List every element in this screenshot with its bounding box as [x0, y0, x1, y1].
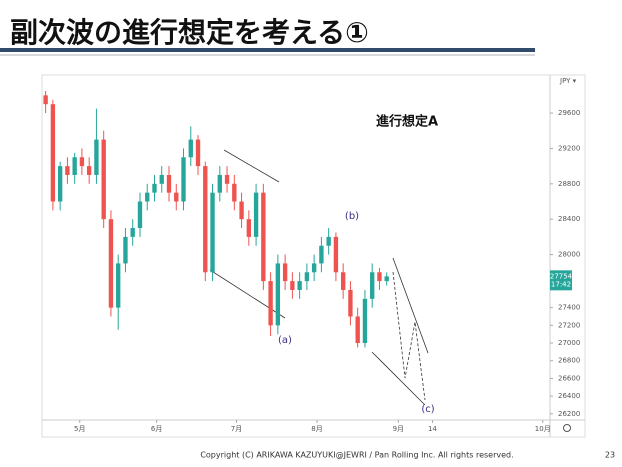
candle-body [311, 263, 317, 273]
chart-frame [41, 74, 586, 438]
title-underline [0, 48, 535, 52]
y-tick-label: 28800 [558, 180, 580, 188]
last-price: 27754 [550, 272, 573, 280]
footer: Copyright (C) ARIKAWA KAZUYUKI@JEWRI / P… [200, 451, 513, 460]
candle-body [268, 281, 273, 326]
candle-body [232, 183, 237, 202]
candle-body [50, 104, 56, 202]
candle-body [362, 298, 368, 344]
wave-label: (b) [345, 211, 359, 222]
candle-body [282, 263, 288, 282]
candle-body [297, 281, 302, 290]
y-tick-label: 26200 [558, 410, 580, 418]
y-tick-label: 28400 [558, 215, 580, 223]
candle-body [137, 201, 143, 229]
candle-body [304, 272, 310, 282]
wave-lines [209, 149, 429, 406]
candle-body [65, 166, 70, 175]
y-tick-label: 27400 [558, 304, 580, 312]
candle-body [116, 263, 121, 308]
candle-body [174, 192, 179, 202]
y-tick-label: 26800 [558, 357, 580, 365]
slide-title: 副次波の進行想定を考える① [10, 16, 369, 49]
candle-body [188, 139, 193, 158]
candle-body [333, 236, 339, 273]
candle-body [275, 263, 281, 326]
candle-body [217, 174, 222, 193]
last-time: 17:42 [551, 280, 571, 288]
candle-body [43, 95, 48, 105]
candle-body [79, 157, 85, 167]
candle-body [239, 201, 244, 220]
wave-label: (a) [278, 335, 292, 346]
candle-body [57, 166, 63, 202]
y-tick-label: 26400 [558, 392, 580, 400]
candle-body [326, 236, 331, 246]
candle-body [224, 174, 230, 184]
page-number: 23 [605, 451, 615, 460]
x-tick-label: 5月 [74, 425, 85, 433]
candle-body [384, 276, 389, 282]
x-tick-label: 7月 [231, 425, 242, 433]
y-tick-label: 29600 [558, 109, 580, 117]
y-tick-label: 27200 [558, 321, 580, 329]
y-tick-label: 26600 [558, 374, 580, 382]
candle-body [152, 183, 157, 193]
annotation: 進行想定A [376, 114, 438, 130]
y-tick-label: 28000 [558, 251, 580, 259]
candle-body [319, 245, 324, 264]
candle-body [355, 316, 360, 344]
candle-body [340, 272, 346, 290]
x-tick-label: 10月 [535, 425, 551, 433]
candle-body [181, 157, 186, 202]
candle-body [246, 219, 252, 237]
candle-body [72, 157, 77, 175]
x-tick-label: 14 [428, 425, 437, 433]
candle-body [253, 192, 259, 237]
candle-body [261, 192, 266, 282]
x-tick-label: 9月 [393, 425, 404, 433]
candle-body [94, 139, 99, 175]
candle-body [101, 139, 106, 220]
wave-label: (c) [421, 404, 434, 415]
candle-body [370, 272, 375, 299]
candle-body [108, 219, 114, 308]
candle-body [130, 228, 135, 237]
candle-body [210, 192, 215, 273]
candle-body [348, 289, 353, 317]
candle-body [203, 166, 208, 273]
settings-icon[interactable] [563, 424, 571, 432]
last-price-tag [550, 270, 572, 291]
candle-body [145, 192, 150, 202]
candle-body [290, 281, 295, 290]
x-tick-label: 6月 [151, 425, 162, 433]
x-tick-label: 8月 [311, 425, 322, 433]
candle-body [377, 272, 382, 282]
y-tick-label: 29200 [558, 144, 580, 152]
candle-body [86, 166, 92, 175]
candle-body [166, 174, 172, 193]
candle-body [195, 139, 201, 167]
y-tick-label: 27000 [558, 339, 580, 347]
candle-body [159, 174, 164, 184]
currency-label: JPY ▾ [559, 77, 577, 85]
candle-body [123, 236, 128, 264]
